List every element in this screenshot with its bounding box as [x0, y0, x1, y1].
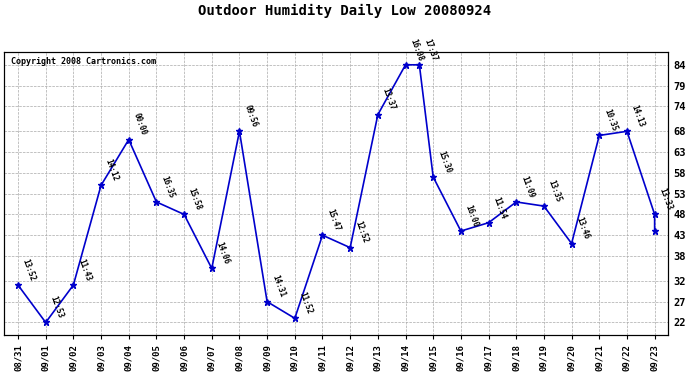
- Text: 10:35: 10:35: [602, 108, 618, 133]
- Text: 11:43: 11:43: [76, 258, 92, 282]
- Text: 11:52: 11:52: [297, 291, 314, 315]
- Text: 11:54: 11:54: [491, 195, 508, 220]
- Text: 12:53: 12:53: [48, 295, 65, 320]
- Text: Copyright 2008 Cartronics.com: Copyright 2008 Cartronics.com: [11, 57, 156, 66]
- Text: 14:13: 14:13: [630, 104, 646, 129]
- Text: 16:00: 16:00: [464, 204, 480, 228]
- Text: 13:37: 13:37: [381, 87, 397, 112]
- Text: 09:56: 09:56: [242, 104, 259, 129]
- Text: 16:08: 16:08: [408, 37, 424, 62]
- Text: 13:46: 13:46: [574, 216, 591, 241]
- Text: 14:12: 14:12: [104, 158, 120, 183]
- Text: 15:47: 15:47: [325, 208, 342, 232]
- Text: 13:33: 13:33: [658, 187, 673, 211]
- Text: Outdoor Humidity Daily Low 20080924: Outdoor Humidity Daily Low 20080924: [199, 4, 491, 18]
- Text: 17:37: 17:37: [422, 37, 439, 62]
- Text: 16:35: 16:35: [159, 174, 175, 199]
- Text: 13:52: 13:52: [21, 258, 37, 282]
- Text: 15:58: 15:58: [187, 187, 204, 211]
- Text: 15:30: 15:30: [436, 149, 453, 174]
- Text: 11:09: 11:09: [519, 174, 535, 199]
- Text: 12:52: 12:52: [353, 220, 369, 245]
- Text: 00:00: 00:00: [132, 112, 148, 137]
- Text: 14:06: 14:06: [215, 241, 231, 266]
- Text: 13:35: 13:35: [546, 178, 563, 203]
- Text: 14:31: 14:31: [270, 274, 286, 299]
